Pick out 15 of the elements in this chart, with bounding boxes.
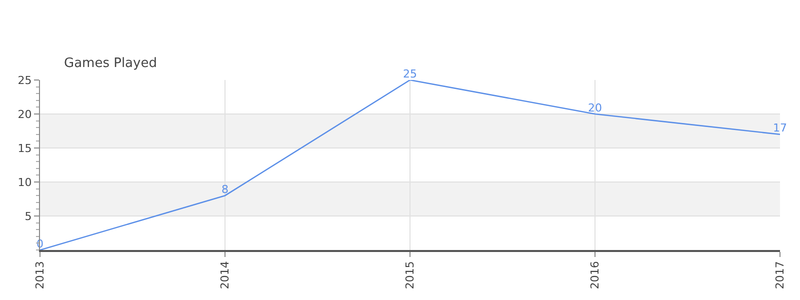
x-tick-label: 2015 (404, 261, 417, 290)
x-tick-label: 2014 (218, 261, 232, 290)
x-tick-label: 2013 (34, 261, 47, 290)
y-axis-title: Games Played (64, 56, 157, 71)
data-label: 25 (403, 67, 417, 80)
y-tick-label: 5 (24, 210, 32, 223)
data-label: 20 (588, 101, 602, 114)
y-tick-label: 10 (18, 176, 32, 189)
data-label: 8 (222, 182, 228, 196)
y-tick-label: 25 (18, 74, 32, 87)
x-tick-label: 2017 (774, 261, 787, 290)
y-tick-label: 20 (18, 108, 32, 121)
x-tick-label: 2016 (588, 261, 602, 290)
y-tick-label: 15 (18, 142, 32, 155)
data-label: 17 (773, 122, 787, 135)
